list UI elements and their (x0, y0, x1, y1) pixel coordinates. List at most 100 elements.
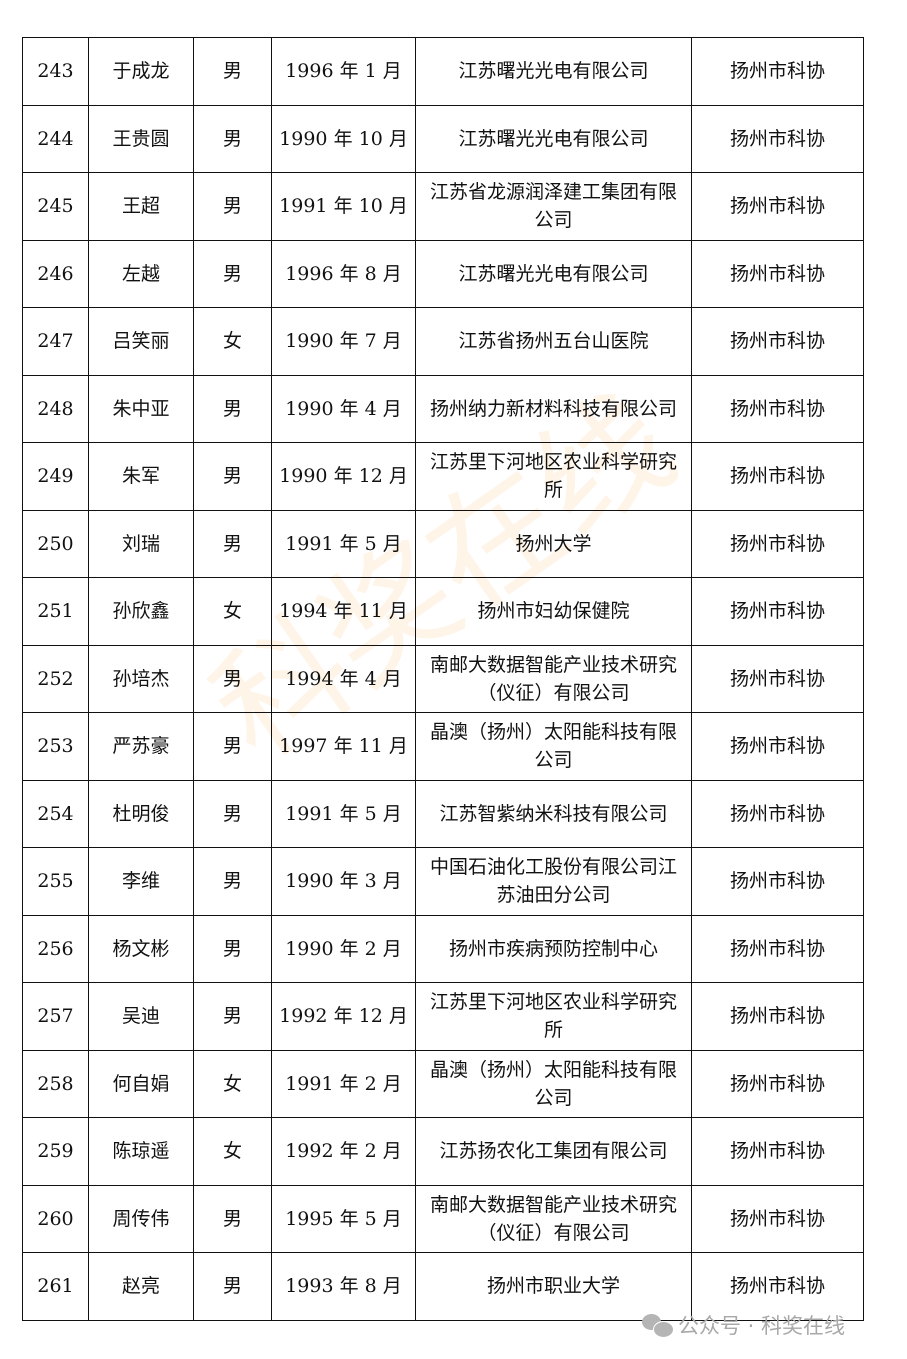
cell-birth: 1990 年 2 月 (271, 914, 416, 983)
cell-recommender: 扬州市科协 (691, 982, 864, 1051)
cell-birth: 1990 年 7 月 (271, 307, 416, 376)
cell-name: 陈琼遥 (88, 1117, 194, 1186)
cell-no: 246 (22, 239, 89, 308)
cell-gender: 男 (193, 509, 272, 578)
cell-gender: 女 (193, 577, 272, 646)
cell-name: 王超 (88, 172, 194, 241)
cell-company: 江苏曙光光电有限公司 (415, 239, 692, 308)
table-row: 253 严苏豪男 1997 年 11 月晶澳（扬州）太阳能科技有限公司 扬州市科协 (22, 712, 864, 781)
cell-no: 252 (22, 644, 89, 713)
cell-birth: 1995 年 5 月 (271, 1184, 416, 1253)
cell-birth: 1990 年 10 月 (271, 104, 416, 173)
cell-recommender: 扬州市科协 (691, 914, 864, 983)
cell-company: 江苏省龙源润泽建工集团有限公司 (415, 172, 692, 241)
table-row: 248 朱中亚男 1990 年 4 月扬州纳力新材料科技有限公司 扬州市科协 (22, 374, 864, 443)
cell-birth: 1992 年 2 月 (271, 1117, 416, 1186)
cell-gender: 男 (193, 172, 272, 241)
cell-birth: 1996 年 8 月 (271, 239, 416, 308)
cell-gender: 男 (193, 847, 272, 916)
source-label: 公众号 · 科奖在线 (678, 1314, 846, 1338)
cell-recommender: 扬州市科协 (691, 577, 864, 646)
cell-recommender: 扬州市科协 (691, 644, 864, 713)
cell-birth: 1990 年 12 月 (271, 442, 416, 511)
cell-no: 255 (22, 847, 89, 916)
cell-company: 南邮大数据智能产业技术研究（仪征）有限公司 (415, 1184, 692, 1253)
cell-name: 王贵圆 (88, 104, 194, 173)
cell-company: 江苏曙光光电有限公司 (415, 37, 692, 106)
cell-gender: 男 (193, 239, 272, 308)
cell-recommender: 扬州市科协 (691, 442, 864, 511)
table-row: 252 孙培杰男 1994 年 4 月南邮大数据智能产业技术研究（仪征）有限公司 扬州… (22, 644, 864, 713)
cell-name: 严苏豪 (88, 712, 194, 781)
cell-birth: 1992 年 12 月 (271, 982, 416, 1051)
cell-no: 245 (22, 172, 89, 241)
cell-gender: 男 (193, 104, 272, 173)
cell-gender: 女 (193, 307, 272, 376)
cell-recommender: 扬州市科协 (691, 509, 864, 578)
cell-company: 江苏扬农化工集团有限公司 (415, 1117, 692, 1186)
cell-name: 孙欣鑫 (88, 577, 194, 646)
cell-name: 何自娟 (88, 1049, 194, 1118)
cell-company: 江苏省扬州五台山医院 (415, 307, 692, 376)
table-row: 247 吕笑丽女 1990 年 7 月江苏省扬州五台山医院 扬州市科协 (22, 307, 864, 376)
cell-recommender: 扬州市科协 (691, 104, 864, 173)
cell-no: 244 (22, 104, 89, 173)
cell-company: 扬州大学 (415, 509, 692, 578)
cell-recommender: 扬州市科协 (691, 712, 864, 781)
cell-name: 刘瑞 (88, 509, 194, 578)
cell-name: 杜明俊 (88, 779, 194, 848)
cell-name: 朱军 (88, 442, 194, 511)
cell-no: 247 (22, 307, 89, 376)
cell-recommender: 扬州市科协 (691, 1117, 864, 1186)
cell-recommender: 扬州市科协 (691, 779, 864, 848)
cell-name: 朱中亚 (88, 374, 194, 443)
cell-name: 杨文彬 (88, 914, 194, 983)
cell-recommender: 扬州市科协 (691, 172, 864, 241)
cell-gender: 男 (193, 374, 272, 443)
table-row: 261 赵亮男 1993 年 8 月扬州市职业大学 扬州市科协 (22, 1252, 864, 1321)
cell-gender: 男 (193, 442, 272, 511)
cell-gender: 男 (193, 1252, 272, 1321)
cell-company: 江苏里下河地区农业科学研究所 (415, 982, 692, 1051)
cell-gender: 男 (193, 37, 272, 106)
source-caption: 公众号 · 科奖在线 (642, 1310, 845, 1340)
cell-birth: 1991 年 5 月 (271, 779, 416, 848)
cell-gender: 女 (193, 1117, 272, 1186)
cell-no: 253 (22, 712, 89, 781)
awardee-table: 243 于成龙男 1996 年 1 月江苏曙光光电有限公司 扬州市科协 244 王贵圆男 1… (22, 37, 864, 1321)
table-row: 243 于成龙男 1996 年 1 月江苏曙光光电有限公司 扬州市科协 (22, 37, 864, 106)
table-row: 250 刘瑞男 1991 年 5 月扬州大学 扬州市科协 (22, 509, 864, 578)
cell-name: 吴迪 (88, 982, 194, 1051)
cell-birth: 1993 年 8 月 (271, 1252, 416, 1321)
cell-gender: 男 (193, 914, 272, 983)
cell-company: 扬州市妇幼保健院 (415, 577, 692, 646)
cell-company: 江苏里下河地区农业科学研究所 (415, 442, 692, 511)
cell-recommender: 扬州市科协 (691, 1252, 864, 1321)
table-row: 256 杨文彬男 1990 年 2 月扬州市疾病预防控制中心 扬州市科协 (22, 914, 864, 983)
table-row: 249 朱军男 1990 年 12 月江苏里下河地区农业科学研究所 扬州市科协 (22, 442, 864, 511)
cell-no: 248 (22, 374, 89, 443)
cell-gender: 男 (193, 1184, 272, 1253)
cell-name: 左越 (88, 239, 194, 308)
cell-birth: 1994 年 4 月 (271, 644, 416, 713)
cell-company: 江苏智紫纳米科技有限公司 (415, 779, 692, 848)
cell-gender: 男 (193, 779, 272, 848)
cell-no: 249 (22, 442, 89, 511)
cell-birth: 1996 年 1 月 (271, 37, 416, 106)
cell-name: 孙培杰 (88, 644, 194, 713)
cell-name: 吕笑丽 (88, 307, 194, 376)
cell-no: 243 (22, 37, 89, 106)
wechat-icon (642, 1313, 674, 1338)
cell-company: 晶澳（扬州）太阳能科技有限公司 (415, 712, 692, 781)
cell-company: 扬州纳力新材料科技有限公司 (415, 374, 692, 443)
cell-recommender: 扬州市科协 (691, 307, 864, 376)
cell-name: 周传伟 (88, 1184, 194, 1253)
cell-company: 扬州市疾病预防控制中心 (415, 914, 692, 983)
cell-recommender: 扬州市科协 (691, 37, 864, 106)
cell-birth: 1991 年 2 月 (271, 1049, 416, 1118)
cell-company: 晶澳（扬州）太阳能科技有限公司 (415, 1049, 692, 1118)
cell-no: 258 (22, 1049, 89, 1118)
cell-birth: 1991 年 5 月 (271, 509, 416, 578)
cell-name: 赵亮 (88, 1252, 194, 1321)
cell-recommender: 扬州市科协 (691, 847, 864, 916)
